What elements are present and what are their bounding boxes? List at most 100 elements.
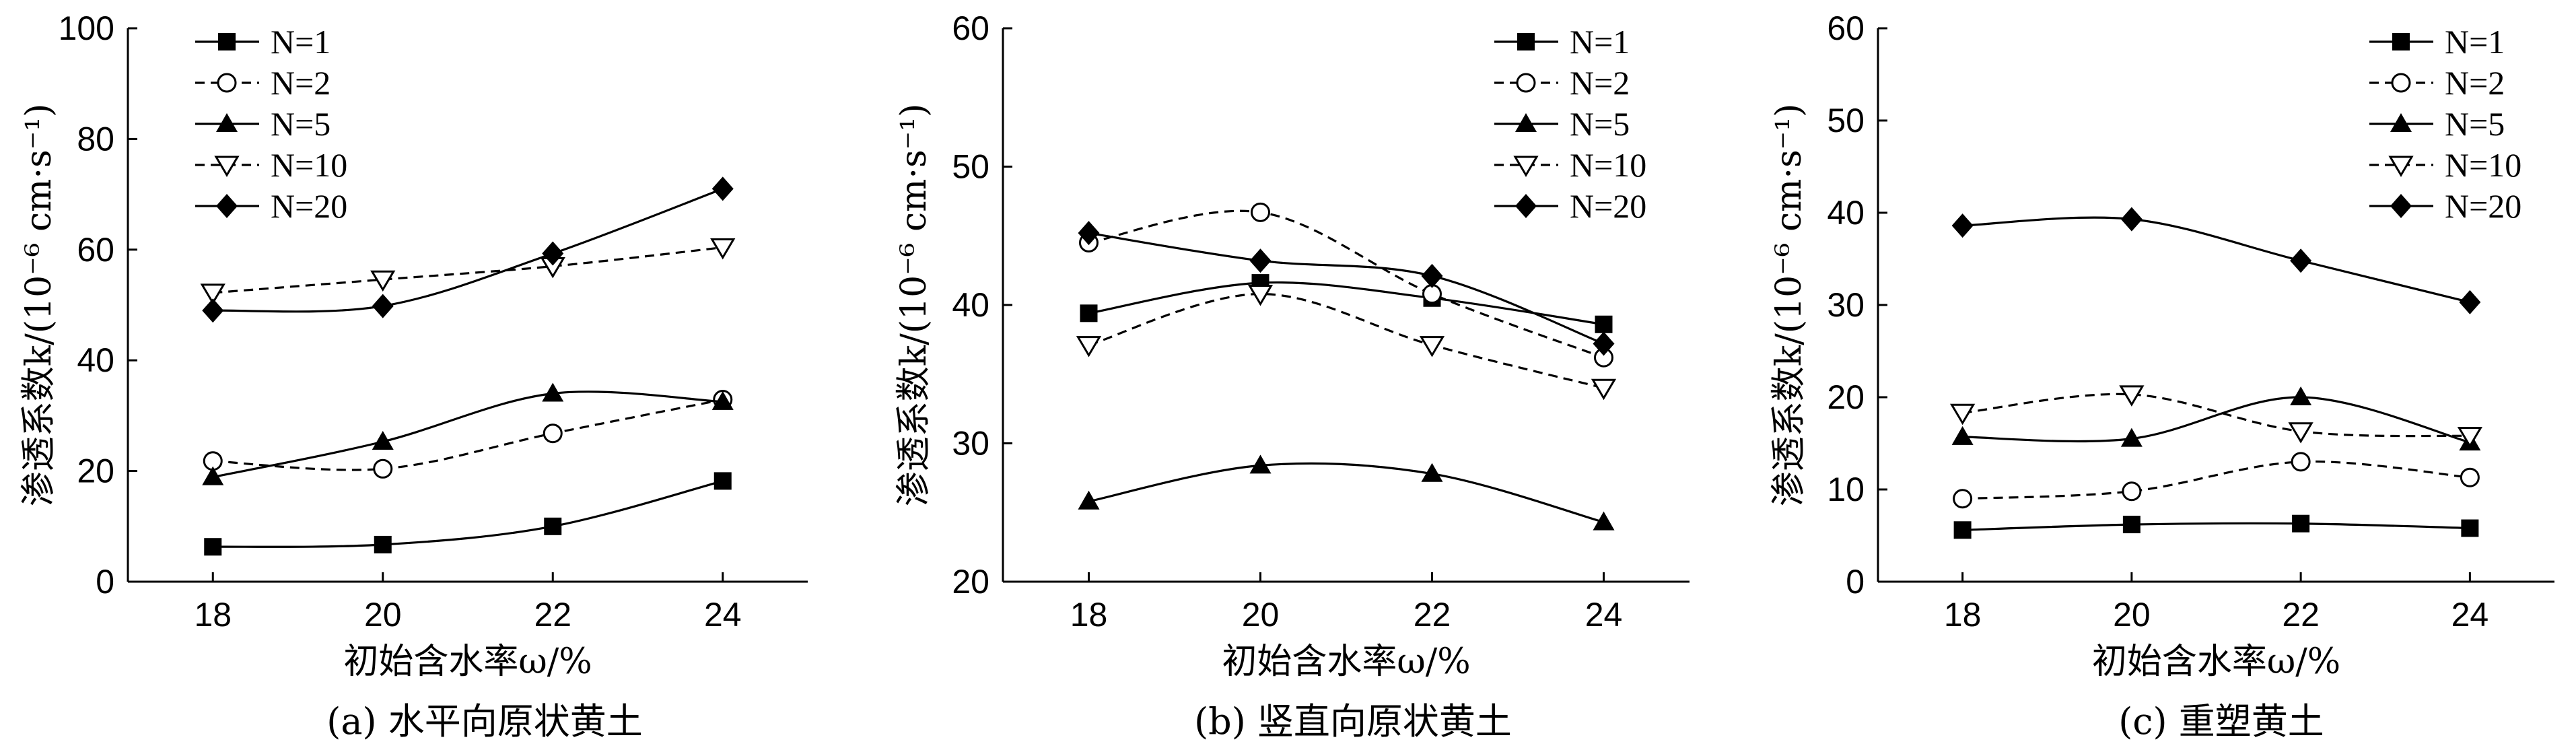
y-tick-label: 20 <box>952 563 989 601</box>
data-point <box>2291 452 2311 472</box>
legend-marker <box>214 156 240 177</box>
data-point <box>2292 514 2310 533</box>
series-N=2 <box>203 390 733 479</box>
legend: N=1N=2N=5N=10N=20 <box>195 23 347 225</box>
data-point <box>2122 481 2142 502</box>
series-line <box>1962 460 2470 500</box>
data-point <box>1251 202 1270 222</box>
legend-label: N=20 <box>1570 187 1646 225</box>
legend-marker <box>217 73 237 93</box>
series-line <box>1088 462 1604 524</box>
legend-item: N=20 <box>1494 187 1646 225</box>
x-tick-label: 18 <box>1070 596 1108 634</box>
data-point <box>1953 521 1972 539</box>
data-point <box>2290 386 2312 405</box>
data-point <box>710 238 736 260</box>
data-point <box>374 535 392 553</box>
x-tick-label: 24 <box>1585 596 1623 634</box>
series-line <box>212 390 723 479</box>
data-point <box>372 294 394 318</box>
chart-panel-2: 20 30 40 50 60 18 20 22 24 初始含水率ω/% 渗透系数k/(10⁻⁶ cm… <box>894 9 1690 743</box>
data-point <box>2461 519 2479 537</box>
series-N=20 <box>202 176 734 323</box>
legend-marker <box>2391 73 2411 93</box>
series-N=2 <box>1953 452 2480 509</box>
legend-item: N=2 <box>2369 64 2505 102</box>
y-tick-label: 50 <box>952 148 989 186</box>
data-point <box>1595 315 1613 333</box>
data-point <box>2460 467 2480 487</box>
data-point <box>544 517 562 535</box>
data-point <box>711 390 734 410</box>
legend-marker <box>2392 33 2410 50</box>
x-axis-title: 初始含水率ω/% <box>343 642 592 682</box>
data-point <box>1591 378 1617 401</box>
data-point <box>204 538 222 556</box>
y-axis-title: 渗透系数k/(10⁻⁶ cm·s⁻¹) <box>894 104 934 507</box>
legend-item: N=2 <box>195 64 330 102</box>
data-point <box>202 466 224 485</box>
data-point <box>1419 336 1445 357</box>
data-point <box>1593 331 1615 356</box>
data-point <box>713 472 732 490</box>
x-axis-title: 初始含水率ω/% <box>1222 642 1470 682</box>
series-N=20 <box>1951 207 2481 314</box>
data-point <box>370 270 396 292</box>
legend-marker <box>2388 156 2414 177</box>
series-line <box>1962 393 2470 438</box>
series-line <box>213 479 724 548</box>
x-tick-label: 22 <box>2282 596 2320 634</box>
y-tick-label: 100 <box>59 9 114 47</box>
legend-marker <box>2390 113 2412 132</box>
series-line <box>213 187 724 313</box>
series-N=5 <box>1078 454 1615 531</box>
data-point <box>543 423 563 444</box>
legend-item: N=10 <box>2369 146 2521 184</box>
data-point <box>1078 221 1100 246</box>
y-tick-label: 40 <box>77 341 114 379</box>
legend-label: N=1 <box>2445 23 2505 61</box>
y-tick-label: 60 <box>952 9 989 47</box>
data-point <box>200 283 225 305</box>
legend-item: N=20 <box>2369 187 2521 225</box>
legend-label: N=2 <box>1570 64 1630 102</box>
panel-caption: (c) 重塑黄土 <box>2118 700 2324 743</box>
series-line <box>213 246 723 294</box>
data-point <box>1247 285 1274 306</box>
legend-item: N=10 <box>1494 146 1646 184</box>
legend-item: N=5 <box>195 105 330 143</box>
legend-label: N=20 <box>271 187 347 225</box>
y-tick-label: 0 <box>1846 563 1865 601</box>
data-point <box>2119 385 2145 407</box>
data-point <box>202 298 224 323</box>
legend-marker <box>216 194 238 218</box>
y-tick-label: 40 <box>952 286 989 324</box>
legend-label: N=5 <box>2445 105 2505 143</box>
series-line <box>1088 281 1604 326</box>
series-line <box>1088 292 1604 389</box>
legend-marker <box>1515 194 1537 218</box>
legend-marker <box>2390 194 2412 218</box>
series-N=20 <box>1078 221 1615 356</box>
data-point <box>1076 336 1102 357</box>
y-tick-label: 20 <box>77 452 114 490</box>
legend-label: N=1 <box>271 23 330 61</box>
legend-item: N=10 <box>195 146 347 184</box>
data-point <box>372 431 394 450</box>
data-point <box>2120 207 2143 232</box>
legend-item: N=1 <box>1494 23 1630 61</box>
y-tick-label: 20 <box>1827 378 1865 416</box>
data-point <box>2288 422 2313 444</box>
data-point <box>1951 213 1974 238</box>
x-tick-label: 20 <box>1242 596 1280 634</box>
legend-marker <box>216 113 238 132</box>
legend-item: N=1 <box>2369 23 2505 61</box>
legend-label: N=2 <box>2445 64 2505 102</box>
series-line <box>1088 209 1605 359</box>
series-N=1 <box>1953 514 2479 539</box>
x-tick-label: 24 <box>2451 596 2489 634</box>
x-tick-label: 20 <box>364 596 402 634</box>
data-point <box>373 458 393 479</box>
legend-marker <box>1515 113 1537 132</box>
legend-marker <box>1517 33 1535 50</box>
